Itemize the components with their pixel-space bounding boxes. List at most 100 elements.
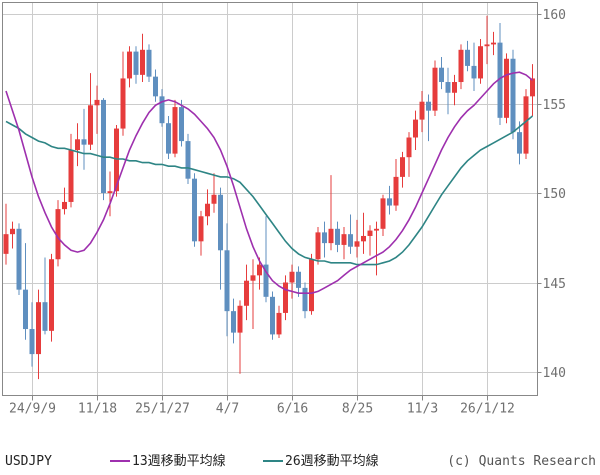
y-axis-label: 145 (543, 277, 566, 292)
candle-body (94, 99, 100, 106)
candlestick (484, 15, 490, 65)
candle-body (283, 282, 288, 313)
candle-body (10, 228, 15, 235)
candlestick (302, 282, 308, 319)
candlestick (257, 257, 262, 290)
candle-body (29, 329, 35, 355)
candlestick (432, 60, 438, 117)
candle-body (452, 82, 457, 93)
candlestick (36, 289, 41, 380)
x-axis-label: 26/1/12 (460, 402, 515, 417)
candlestick (159, 89, 165, 127)
candle-body (432, 67, 438, 111)
candlestick (387, 185, 392, 215)
candlestick (335, 221, 340, 253)
candlestick (471, 42, 477, 91)
candle-body (3, 234, 9, 254)
candlestick (172, 99, 178, 158)
candle-body (218, 194, 223, 251)
candlestick (315, 227, 321, 265)
candlestick (49, 253, 54, 342)
candle-body (192, 178, 197, 242)
candle-body (231, 311, 236, 333)
candle-body (127, 51, 132, 79)
candlestick (192, 173, 197, 247)
x-axis-label: 11/3 (407, 402, 438, 417)
legend-item-13w-ma: 13週移動平均線 (110, 451, 226, 473)
legend-item-26w-ma: 26週移動平均線 (263, 451, 379, 473)
candlestick (296, 266, 301, 297)
candlestick (393, 158, 399, 211)
candle-body (341, 234, 347, 245)
x-axis-label: 6/16 (277, 402, 308, 417)
candle-body (23, 289, 28, 330)
candle-body (36, 302, 41, 355)
y-axis-label: 155 (543, 98, 566, 113)
ma26-line (5, 115, 534, 266)
ma13-line (5, 71, 534, 294)
candlestick (400, 151, 405, 188)
y-axis-label: 150 (543, 187, 566, 202)
candlestick (439, 56, 444, 90)
y-axis-label: 140 (543, 366, 566, 381)
candlestick (231, 298, 236, 344)
candle-body (400, 157, 405, 177)
candle-body (296, 271, 301, 288)
candle-body (445, 82, 451, 93)
candlestick (179, 99, 184, 147)
candlestick (101, 98, 106, 201)
candlestick (62, 187, 67, 215)
copyright-text: (c) Quants Research (447, 454, 596, 469)
candle-body (426, 101, 431, 111)
candle-body (380, 198, 386, 229)
candle-body (205, 203, 210, 217)
candle-body (75, 139, 80, 151)
candlestick (341, 227, 347, 260)
candlestick (120, 51, 126, 136)
candle-body (133, 51, 139, 75)
candlestick (42, 257, 48, 335)
candlestick (107, 171, 113, 217)
candle-body (270, 296, 275, 335)
candle-body (465, 49, 470, 66)
y-axis-label: 160 (543, 8, 566, 23)
x-axis-label: 8/25 (342, 402, 373, 417)
candle-body (348, 234, 353, 247)
candlestick (127, 46, 132, 88)
candle-body (211, 194, 217, 204)
candle-body (309, 259, 314, 312)
candle-body (387, 198, 392, 206)
candlestick (478, 39, 483, 84)
candle-body (471, 65, 477, 79)
candlestick (263, 216, 269, 303)
candlestick (270, 291, 275, 340)
candlestick (374, 221, 379, 276)
candle-body (491, 42, 496, 45)
candle-body (478, 46, 483, 79)
candlestick (166, 116, 171, 159)
candle-body (393, 176, 399, 206)
candlestick (94, 85, 100, 134)
candle-body (406, 137, 412, 158)
candlestick (523, 89, 529, 159)
candle-body (16, 228, 22, 290)
candle-body (120, 78, 126, 129)
candle-body (354, 241, 360, 247)
candlestick (465, 40, 470, 72)
candlestick (348, 214, 353, 254)
candlestick (445, 67, 451, 115)
candle-body (367, 230, 373, 236)
candlestick (426, 94, 431, 142)
candle-body (146, 49, 152, 77)
candlestick (75, 123, 80, 167)
candlestick (517, 121, 522, 165)
candlestick (361, 212, 366, 254)
candle-body (244, 280, 249, 306)
candlestick (81, 108, 87, 170)
candle-body (374, 228, 379, 231)
candle-body (484, 44, 490, 47)
candlestick (413, 110, 418, 151)
candlestick (55, 200, 61, 267)
candlestick (491, 31, 496, 56)
